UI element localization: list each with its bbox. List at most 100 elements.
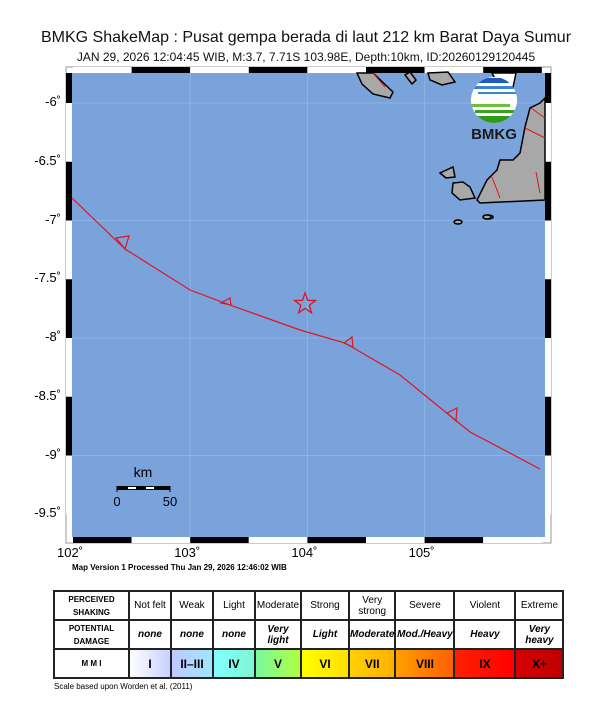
damage-cell: Mod./Heavy — [394, 619, 456, 650]
shaking-cell: Violent — [453, 590, 517, 621]
lon-label: 103˚ — [174, 545, 201, 560]
frame-tick — [483, 67, 542, 73]
island — [403, 71, 417, 86]
lat-label: -6˚ — [45, 94, 61, 109]
mmi-cell: X+ — [514, 648, 565, 679]
damage-cell: Heavy — [453, 619, 517, 650]
frame-tick — [545, 396, 551, 456]
mmi-cell: IV — [212, 648, 256, 679]
mmi-cell: VII — [347, 648, 397, 679]
frame-tick — [73, 537, 132, 543]
frame-tick — [66, 103, 72, 162]
lat-label: -9˚ — [45, 446, 61, 462]
frame-tick — [66, 220, 72, 280]
scale-note: Scale based upon Worden et al. (2011) — [54, 682, 193, 691]
damage-cell: none — [170, 619, 214, 650]
frame-tick — [66, 455, 72, 515]
frame-tick — [248, 67, 308, 73]
frame-ticks — [66, 67, 551, 543]
island — [438, 165, 456, 179]
shaking-cell: Strong — [300, 590, 350, 621]
header-potential-damage: POTENTIAL DAMAGE — [53, 619, 130, 650]
shaking-cell: Weak — [170, 590, 214, 621]
mmi-cell: V — [254, 648, 302, 679]
frame-tick — [424, 537, 484, 543]
frame-tick — [424, 67, 484, 73]
frame-tick — [190, 67, 249, 73]
svg-text:0: 0 — [113, 494, 120, 509]
frame-tick — [66, 161, 72, 221]
frame-tick — [545, 279, 551, 338]
lat-label: -7˚ — [45, 211, 61, 227]
epicenter-star-icon — [292, 290, 318, 315]
frame-tick — [483, 537, 542, 543]
damage-cell: Very light — [254, 619, 302, 650]
svg-text:km: km — [134, 464, 153, 480]
lat-label: -7.5˚ — [34, 270, 61, 286]
sea — [72, 73, 545, 537]
mmi-cell: VIII — [394, 648, 456, 679]
frame-tick — [66, 396, 72, 456]
damage-cell: Very heavy — [514, 619, 565, 650]
event-details: JAN 29, 2026 12:04:45 WIB, M:3.7, 7.71S … — [76, 50, 536, 64]
frame-tick — [131, 537, 191, 543]
frame-tick — [545, 103, 551, 162]
frame-tick — [248, 537, 308, 543]
frame-tick — [545, 161, 551, 221]
mmi-cell: VI — [300, 648, 350, 679]
bmkg-logo: BMKG — [471, 77, 517, 143]
island — [453, 219, 463, 225]
map-version: Map Version 1 Processed Thu Jan 29, 2026… — [72, 563, 287, 572]
mmi-cell: IX — [453, 648, 517, 679]
frame-tick — [545, 338, 551, 397]
graticule — [72, 73, 545, 537]
shakemap: BMKG km 0 50 — [65, 66, 552, 544]
frame-tick — [545, 220, 551, 280]
frame-tick — [73, 67, 132, 73]
lon-label: 104˚ — [291, 545, 318, 560]
scale-bar: km 0 50 — [113, 464, 177, 509]
frame-tick — [307, 537, 366, 543]
java-west — [476, 96, 546, 204]
island-peninsula — [451, 181, 477, 201]
frame-tick — [307, 67, 366, 73]
shaking-cell: Extreme — [514, 590, 565, 621]
mmi-legend: PERCEIVED SHAKING Not felt Weak Light Modera… — [53, 590, 565, 679]
damage-cell: none — [212, 619, 256, 650]
lon-label: 105˚ — [408, 545, 435, 560]
fault-triangles — [114, 235, 458, 423]
lat-label: -9.5˚ — [34, 505, 61, 521]
damage-cell: none — [128, 619, 172, 650]
frame-tick — [190, 537, 249, 543]
mmi-cell: I — [128, 648, 172, 679]
header-mmi: M M I — [53, 648, 130, 679]
frame-tick — [66, 73, 72, 103]
svg-text:50: 50 — [163, 494, 177, 509]
lat-label: -8˚ — [45, 329, 61, 344]
header-perceived-shaking: PERCEIVED SHAKING — [53, 590, 130, 621]
lon-label: 102˚ — [57, 545, 84, 560]
svg-text:BMKG: BMKG — [471, 126, 517, 143]
shaking-cell: Very strong — [347, 590, 397, 621]
frame-tick — [66, 338, 72, 397]
frame-tick — [66, 279, 72, 338]
frame-tick — [131, 67, 191, 73]
lat-label: -6.5˚ — [34, 152, 61, 168]
lat-label: -8.5˚ — [34, 387, 61, 403]
frame-tick — [545, 73, 551, 103]
land-faults — [372, 72, 546, 199]
frame-tick — [545, 455, 551, 515]
shaking-cell: Severe — [394, 590, 456, 621]
island — [427, 71, 457, 86]
frame-tick — [366, 537, 425, 543]
shaking-cell: Moderate — [254, 590, 302, 621]
mmi-cell: II–III — [170, 648, 214, 679]
land — [355, 71, 546, 225]
shaking-cell: Not felt — [128, 590, 172, 621]
shaking-cell: Light — [212, 590, 256, 621]
island — [482, 214, 492, 220]
damage-cell: Moderate — [347, 619, 397, 650]
damage-cell: Light — [300, 619, 350, 650]
map-title: BMKG ShakeMap : Pusat gempa berada di la… — [40, 29, 572, 46]
frame-tick — [366, 67, 425, 73]
